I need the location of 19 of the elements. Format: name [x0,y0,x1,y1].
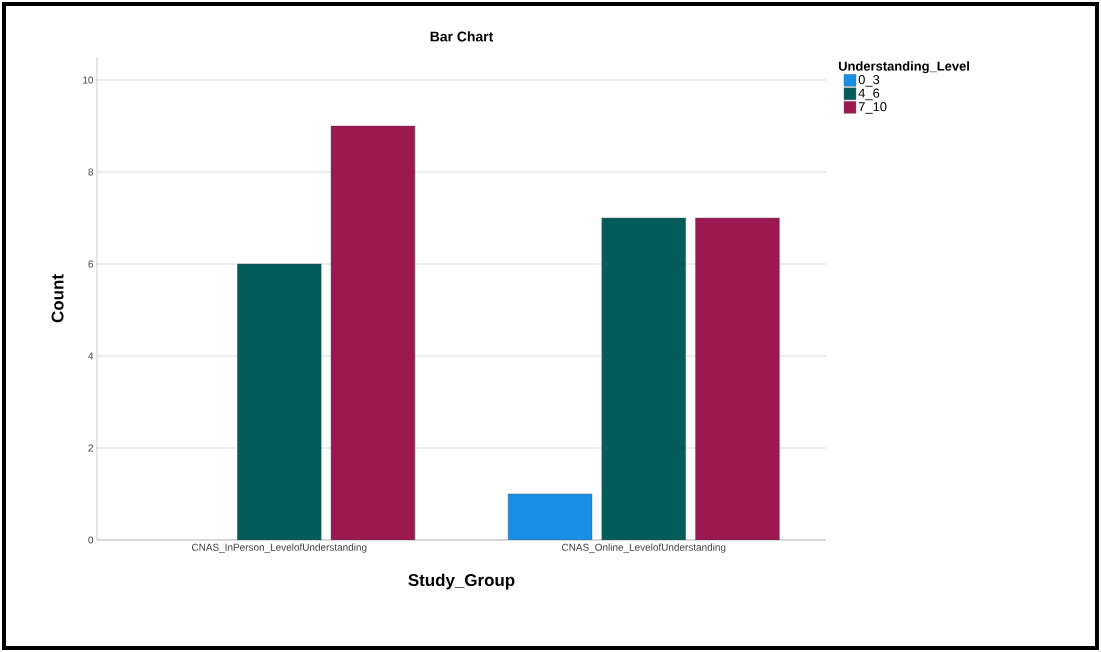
legend-label: 4_6 [858,88,880,101]
x-axis-title: Study_Group [408,573,515,590]
legend-label: 0_3 [858,75,880,87]
x-tick-label: CNAS_Online_LevelofUnderstanding [562,543,726,553]
legend-label: 7_10 [858,102,887,114]
bar [237,263,322,540]
y-tick-label: 10 [83,76,94,84]
bar [695,217,780,540]
bar [330,125,416,540]
y-tick-label: 2 [88,444,93,452]
x-tick-label: CNAS_InPerson_LevelofUnderstanding [191,543,367,553]
y-tick-label: 8 [88,168,94,176]
y-tick-label: 0 [88,536,94,544]
bar [601,217,686,540]
chart-title: Bar Chart [430,31,494,42]
y-axis-title: Count [51,274,64,323]
legend-title: Understanding_Level [838,61,969,74]
y-tick-label: 6 [88,260,94,268]
y-tick-label: 4 [88,352,94,360]
